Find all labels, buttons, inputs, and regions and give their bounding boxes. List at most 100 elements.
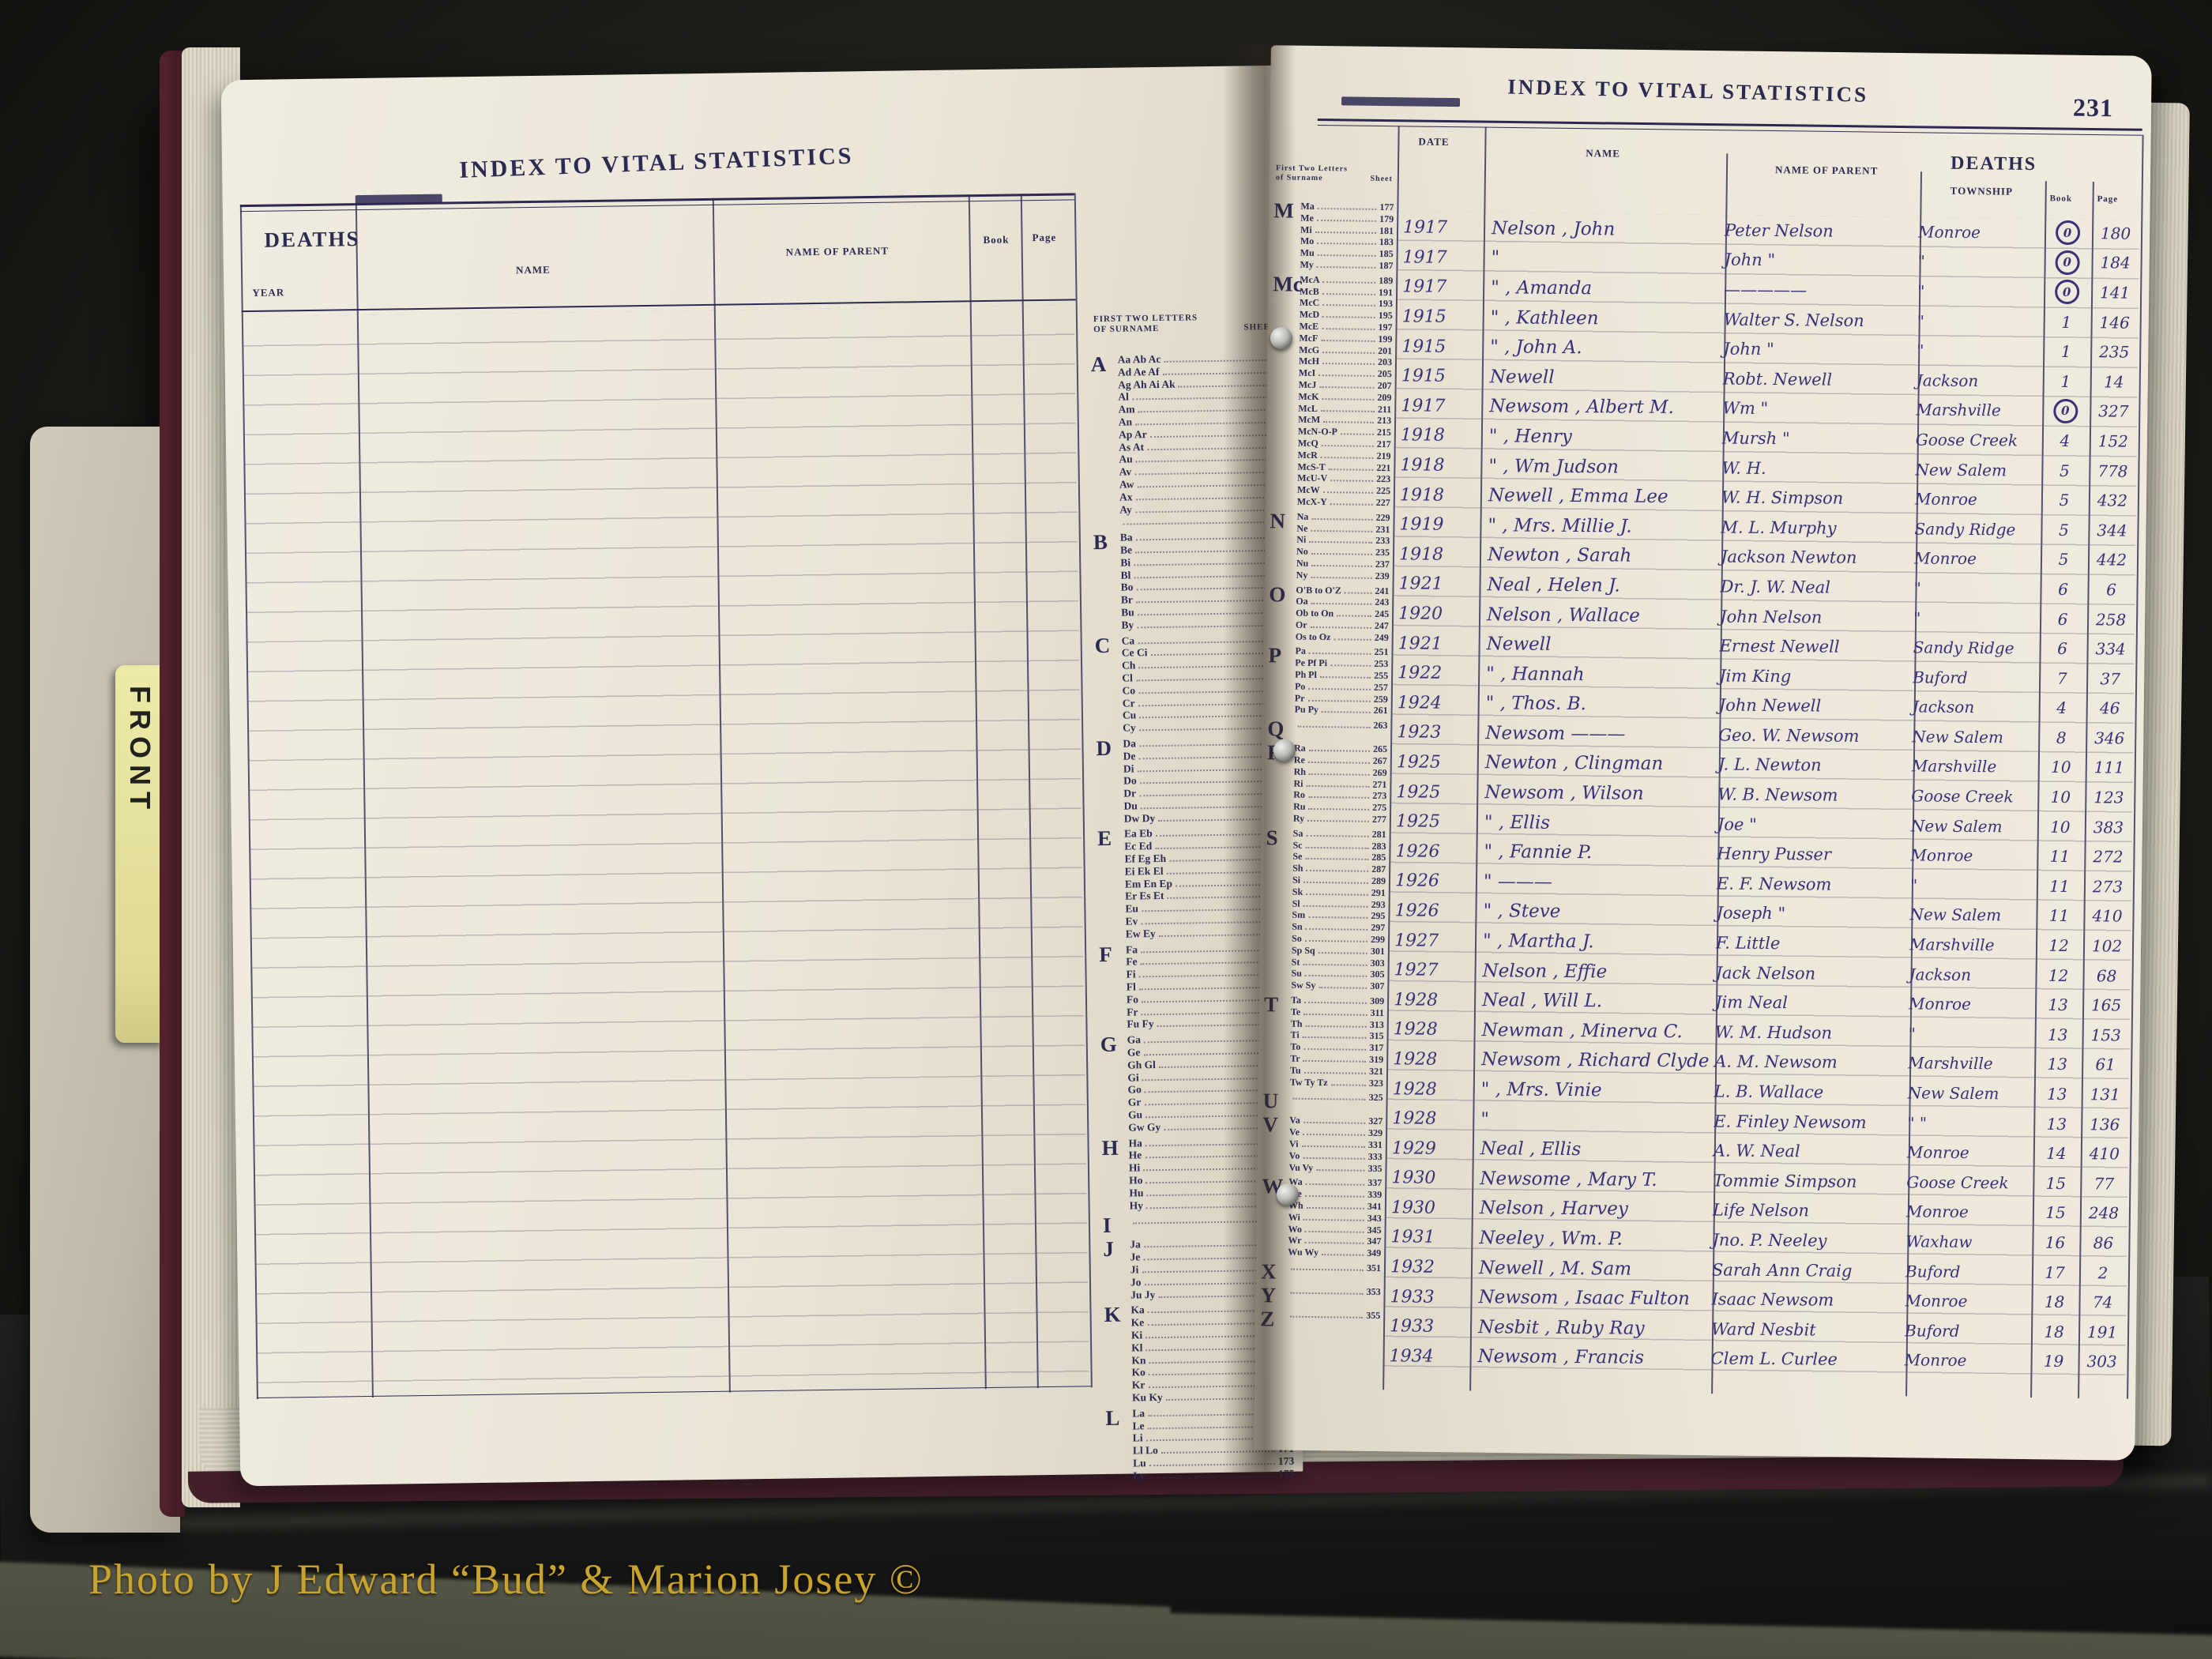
index-leader [1340, 433, 1374, 436]
index-row: Ph Pl 255 [1295, 669, 1388, 682]
index-letter: Z [1260, 1307, 1275, 1331]
index-row: Os to Oz 249 [1296, 630, 1389, 643]
index-sheet-number: 251 [1374, 646, 1389, 658]
index-row: 263 [1294, 719, 1387, 732]
index-sheet-number: 341 [1367, 1200, 1382, 1213]
entry-date: 1926 [1394, 901, 1439, 921]
index-row: Oa 243 [1296, 596, 1389, 608]
index-sheet-number: 313 [1369, 1018, 1384, 1030]
index-leader [1318, 951, 1367, 954]
entry-parent: Peter Nelson [1724, 220, 1834, 241]
index-label: Ll Lo [1132, 1444, 1158, 1457]
index-leader [1308, 750, 1371, 753]
index-leader [1138, 690, 1270, 694]
entry-date: 1918 [1400, 425, 1446, 446]
index-label: Oa [1296, 595, 1308, 608]
entry-parent: Jim King [1719, 666, 1792, 686]
index-sheet-number: 225 [1375, 485, 1391, 497]
index-label: Ga [1127, 1033, 1142, 1046]
index-leader [1166, 871, 1273, 875]
index-label: McE [1299, 320, 1319, 332]
index-leader [1302, 1036, 1367, 1040]
index-label: Em En Ep [1124, 877, 1173, 890]
index-label: McK [1298, 390, 1319, 402]
entry-parent: Walter S. Nelson [1723, 310, 1864, 330]
index-sheet-number: 329 [1368, 1127, 1383, 1139]
entry-township: " " [1907, 1112, 1928, 1133]
index-leader [1141, 908, 1273, 912]
index-sheet-number: 215 [1376, 427, 1392, 438]
index-row: Pe Pf Pi 253 [1295, 657, 1388, 670]
index-sheet-number: 287 [1371, 863, 1386, 875]
index-leader [1322, 397, 1375, 401]
index-leader [1317, 254, 1376, 258]
entry-township: Jackson [1912, 697, 1975, 717]
index-leader [1304, 1071, 1367, 1074]
entry-date: 1933 [1390, 1286, 1435, 1307]
index-label: Ha [1128, 1136, 1142, 1149]
entry-parent: Clem L. Curlee [1710, 1349, 1838, 1370]
index-label: Fi [1126, 968, 1136, 980]
index-label: Os to Oz [1295, 630, 1331, 642]
index-label: Ph Pl [1295, 668, 1317, 681]
index-label: Aw [1119, 478, 1134, 491]
index-label: Ne [1296, 522, 1308, 534]
entry-page: 258 [2095, 609, 2127, 630]
index-leader [1134, 574, 1269, 578]
entry-book: 12 [2048, 965, 2069, 985]
entry-township: " [1913, 578, 1921, 598]
index-leader [1305, 1025, 1367, 1028]
entry-name: Nesbit , Ruby Ray [1477, 1316, 1645, 1339]
index-label: Gu [1127, 1108, 1143, 1121]
col-book: Book [2049, 194, 2073, 204]
index-label: De [1123, 750, 1136, 762]
index-label: Gh Gl [1127, 1058, 1156, 1071]
entry-parent: Wm " [1722, 398, 1769, 419]
index-label: McJ [1298, 378, 1317, 390]
entry-book: 0 [2044, 280, 2090, 305]
index-label: Ra [1293, 742, 1306, 754]
entry-township: Buford [1905, 1261, 1961, 1281]
index-group: S Sa 281 Sc 283 Se 285 Sh 287 Si 289 Sk 291 Sl 293 Sm 29… [1264, 826, 1386, 992]
index-leader [1146, 1335, 1273, 1339]
entry-parent: Sarah Ann Craig [1711, 1260, 1853, 1281]
index-label: Mu [1300, 246, 1315, 259]
entry-township: New Salem [1915, 459, 2007, 480]
index-leader [1311, 553, 1373, 555]
index-sheet-number: 301 [1370, 945, 1385, 957]
index-label: Na [1296, 510, 1309, 522]
index-leader [1306, 870, 1369, 873]
entry-date: 1934 [1389, 1346, 1434, 1367]
index-sheet-number: 261 [1373, 705, 1388, 717]
entry-date: 1917 [1402, 217, 1448, 239]
index-leader [1302, 1134, 1366, 1136]
index-leader [1139, 743, 1271, 747]
index-sheet-number: 325 [1368, 1092, 1383, 1104]
index-label: Le [1132, 1419, 1145, 1432]
entry-parent: Jackson Newton [1720, 547, 1857, 568]
index-label: Ju Jy [1130, 1288, 1156, 1301]
entry-name: " , Hannah [1486, 663, 1585, 685]
index-label: As At [1119, 440, 1145, 453]
col-name: NAME [1586, 147, 1621, 160]
index-sheet-number: 303 [1370, 957, 1385, 969]
col-date: DATE [1418, 135, 1450, 149]
index-label: Sn [1292, 920, 1303, 933]
entry-name: Nelson , John [1491, 218, 1616, 240]
index-label: Ay [1119, 502, 1132, 516]
entry-date: 1915 [1401, 337, 1446, 357]
entry-parent: W. H. [1721, 458, 1766, 478]
index-row: Tw Ty Tz 323 [1290, 1076, 1383, 1089]
index-sheet-number: 233 [1375, 535, 1390, 547]
index-sheet-number: 183 [1379, 236, 1394, 248]
index-row: Mi 181 [1300, 224, 1394, 236]
index-leader [1321, 339, 1375, 342]
index-leader [1303, 1059, 1367, 1063]
index-label: Bu [1121, 606, 1134, 619]
index-leader [1297, 725, 1371, 729]
index-row: 355 [1287, 1309, 1380, 1322]
entry-parent: ————— [1724, 280, 1808, 300]
index-leader [1164, 359, 1276, 363]
entry-book: 13 [2046, 1114, 2067, 1134]
index-label: Kl [1131, 1341, 1143, 1354]
